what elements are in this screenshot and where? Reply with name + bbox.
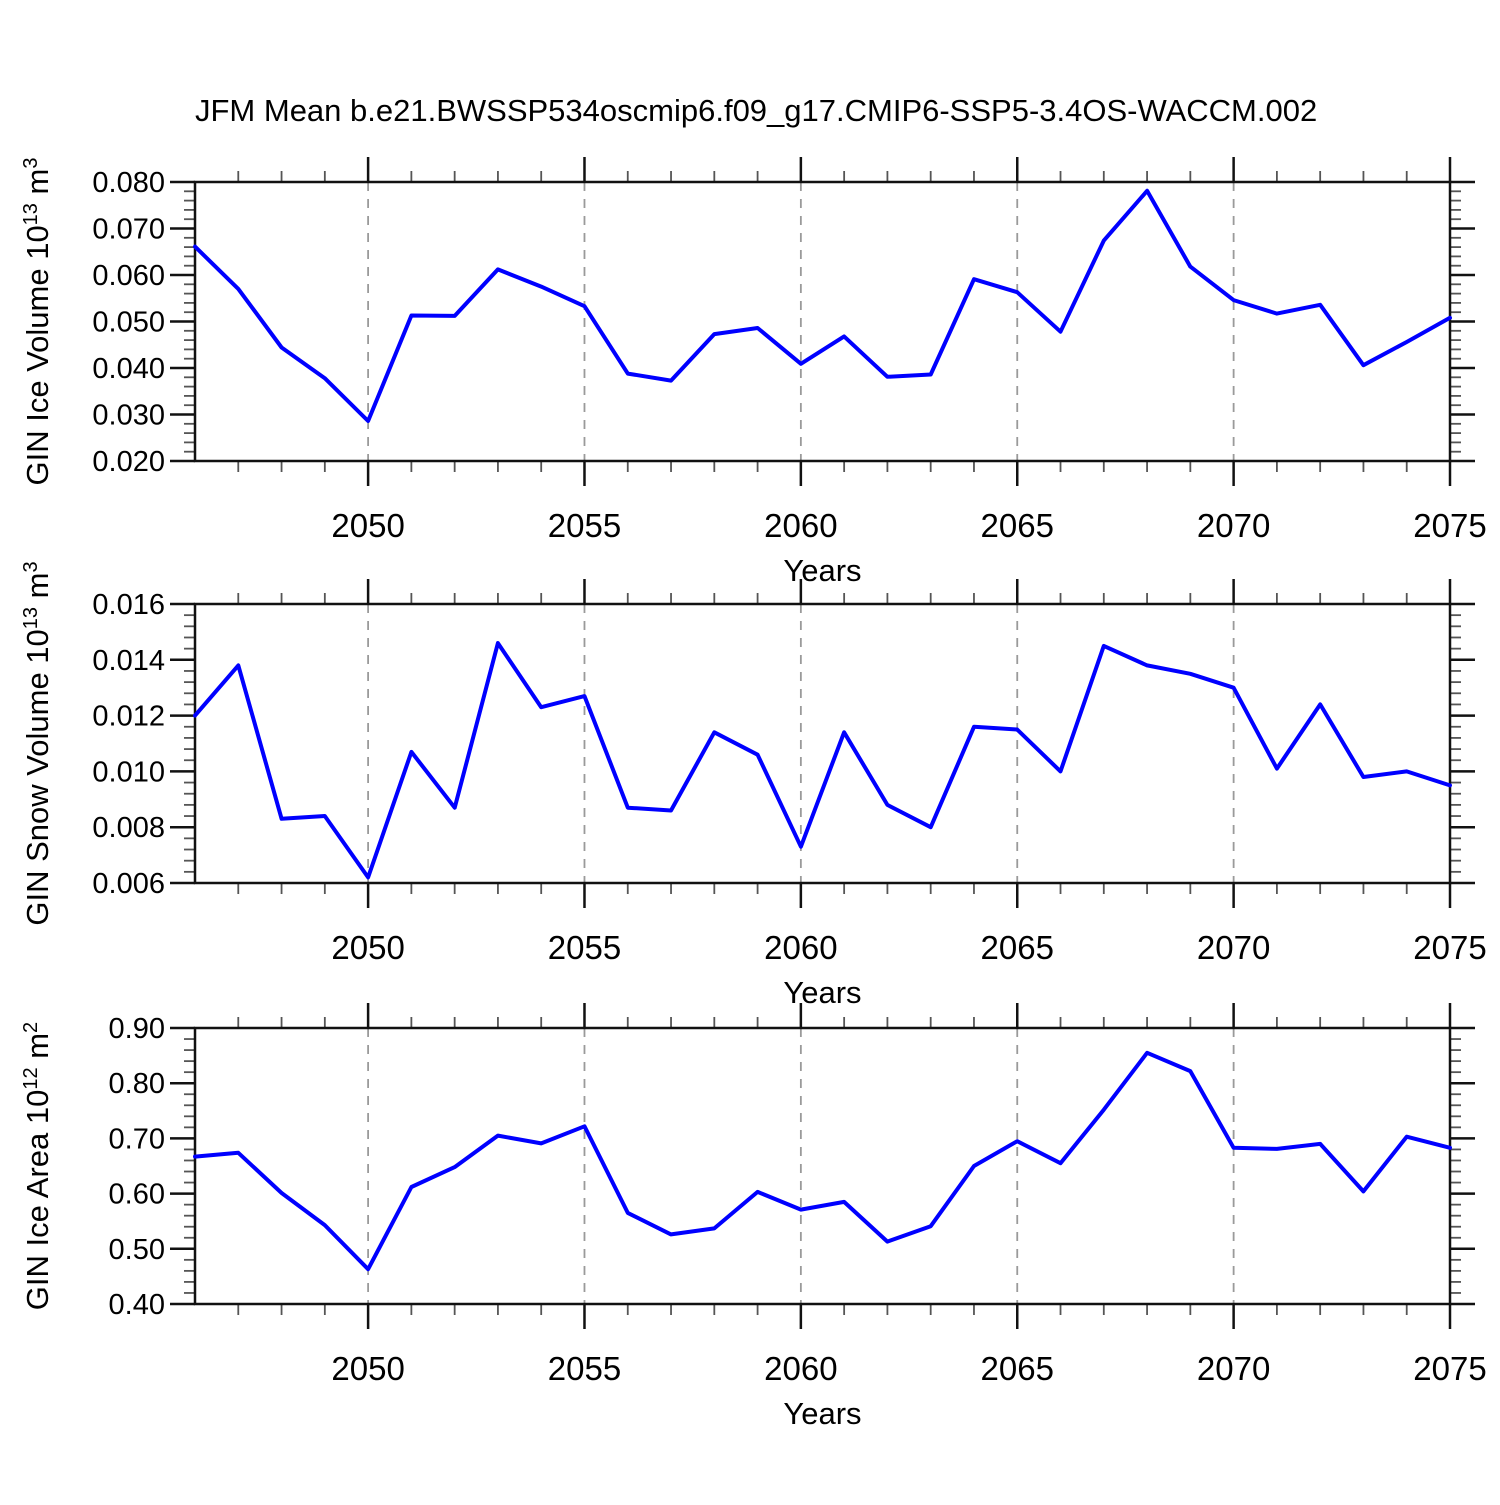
- panel-snow-volume: 2050 2055 2060 2065 2070 2075 0.006 0.008 0.010 0…: [20, 561, 1487, 1010]
- y-tick-label: 0.90: [109, 1013, 165, 1045]
- x-tick-label: 2075: [1413, 507, 1486, 544]
- y-tick-label: 0.008: [92, 812, 165, 844]
- y-tick-label: 0.014: [92, 645, 165, 677]
- y-tick-label: 0.050: [92, 307, 165, 339]
- y-tick-label: 0.80: [109, 1068, 165, 1100]
- x-tick-label: 2075: [1413, 1350, 1486, 1387]
- y-tick-label: 0.040: [92, 353, 165, 385]
- y-axis-title: GIN Snow Volume 1013 m3: [20, 561, 55, 925]
- x-tick-label: 2070: [1197, 507, 1270, 544]
- y-tick-label: 0.60: [109, 1179, 165, 1211]
- panel-ice-volume: 2050 2055 2060 2065 2070 2075 0.020 0.030 0.040 0…: [20, 157, 1487, 588]
- x-tick-label: 2050: [331, 507, 404, 544]
- x-tick-label: 2065: [981, 1350, 1054, 1387]
- x-tick-label: 2060: [764, 1350, 837, 1387]
- y-tick-label: 0.016: [92, 589, 165, 621]
- plot-border: [193, 180, 1452, 463]
- panel-ice-area: 2050 2055 2060 2065 2070 2075 0.40 0.50 0.60 0.70…: [20, 1003, 1487, 1431]
- x-tick-label: 2050: [331, 929, 404, 966]
- chart-title: JFM Mean b.e21.BWSSP534oscmip6.f09_g17.C…: [195, 93, 1317, 128]
- y-tick-label: 0.020: [92, 446, 165, 478]
- plot-border: [193, 1026, 1452, 1306]
- y-tick-label: 0.060: [92, 260, 165, 292]
- x-tick-label: 2055: [548, 507, 621, 544]
- data-line: [193, 641, 1452, 880]
- y-tick-label: 0.50: [109, 1234, 165, 1266]
- x-axis-title: Years: [783, 553, 861, 588]
- x-tick-label: 2055: [548, 929, 621, 966]
- x-tick-label: 2050: [331, 1350, 404, 1387]
- x-tick-label: 2060: [764, 507, 837, 544]
- y-tick-label: 0.030: [92, 400, 165, 432]
- panels-group: 2050 2055 2060 2065 2070 2075 0.020 0.030 0.040 0…: [20, 157, 1487, 1431]
- plot-border: [193, 602, 1452, 885]
- y-tick-label: 0.006: [92, 868, 165, 900]
- x-tick-label: 2075: [1413, 929, 1486, 966]
- x-tick-label: 2065: [981, 929, 1054, 966]
- x-tick-label: 2065: [981, 507, 1054, 544]
- y-tick-label: 0.070: [92, 214, 165, 246]
- x-tick-label: 2055: [548, 1350, 621, 1387]
- x-axis-title: Years: [783, 1396, 861, 1431]
- y-tick-label: 0.010: [92, 756, 165, 788]
- y-axis-title: GIN Ice Area 1012 m2: [20, 1022, 55, 1310]
- y-tick-label: 0.080: [92, 167, 165, 199]
- y-tick-label: 0.40: [109, 1289, 165, 1321]
- y-tick-label: 0.012: [92, 701, 165, 733]
- x-axis-title: Years: [783, 975, 861, 1010]
- data-line: [193, 1050, 1452, 1272]
- x-tick-label: 2070: [1197, 1350, 1270, 1387]
- x-tick-label: 2060: [764, 929, 837, 966]
- x-tick-label: 2070: [1197, 929, 1270, 966]
- data-line: [193, 188, 1452, 423]
- y-tick-label: 0.70: [109, 1123, 165, 1155]
- y-axis-title: GIN Ice Volume 1013 m3: [20, 158, 55, 486]
